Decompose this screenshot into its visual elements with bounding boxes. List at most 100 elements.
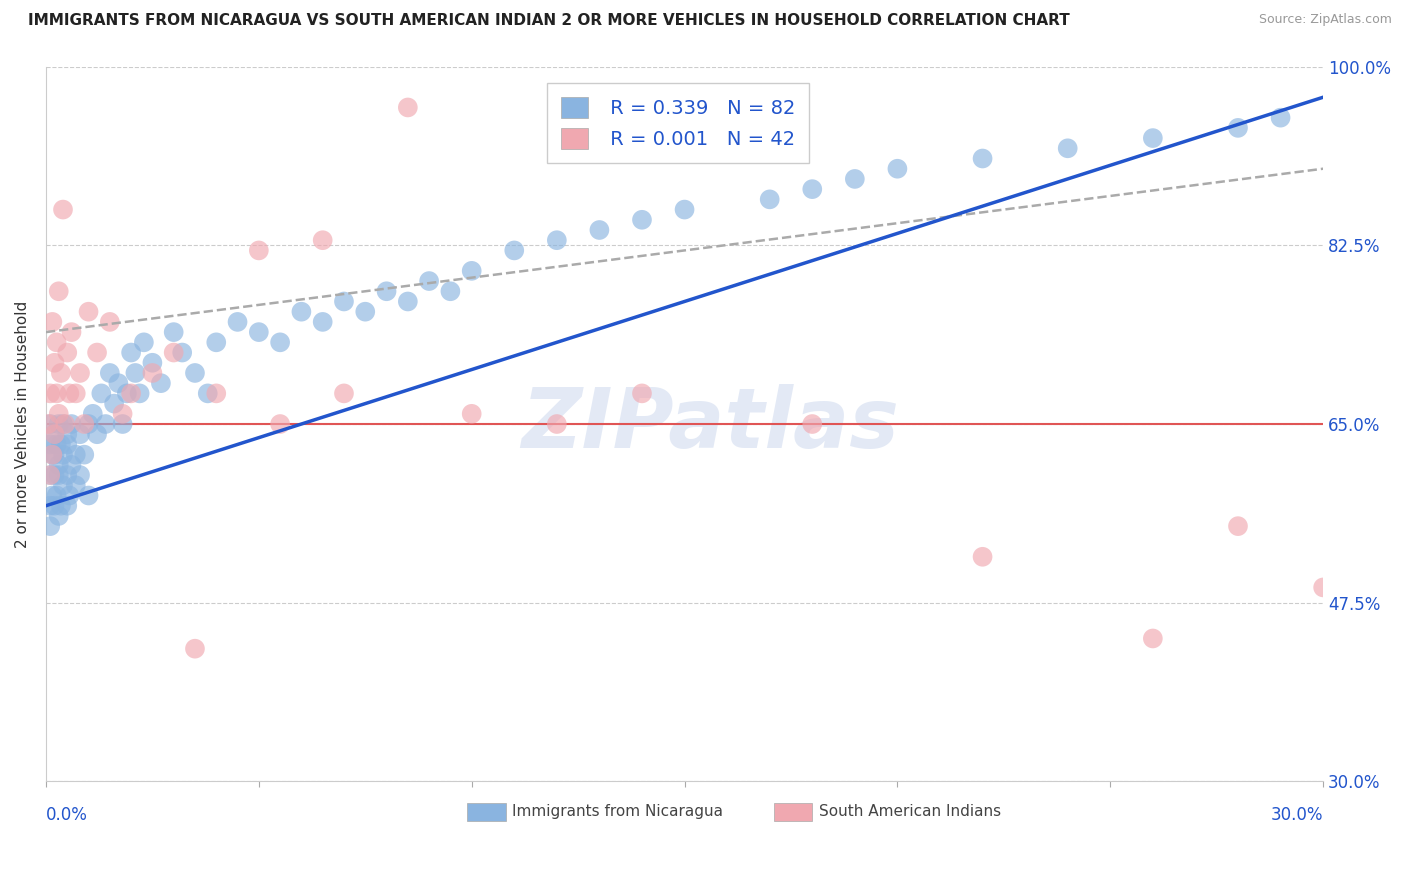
Point <box>115 386 138 401</box>
Point <box>631 386 654 401</box>
Point <box>69 468 91 483</box>
Point <box>375 285 398 299</box>
Point <box>205 335 228 350</box>
Point <box>354 304 377 318</box>
Point <box>39 519 62 533</box>
Point <box>39 468 62 483</box>
Point <box>290 304 312 318</box>
Point <box>41 448 63 462</box>
Point <box>44 427 66 442</box>
Point <box>120 386 142 401</box>
Point <box>184 366 207 380</box>
Point <box>801 417 824 431</box>
Point <box>77 417 100 431</box>
Point <box>86 427 108 442</box>
Point <box>56 427 79 442</box>
Point <box>56 468 79 483</box>
Point <box>65 448 87 462</box>
Point <box>60 325 83 339</box>
Point <box>39 417 62 431</box>
Point <box>312 233 335 247</box>
Point <box>141 356 163 370</box>
Point <box>247 325 270 339</box>
Point <box>48 458 70 472</box>
Legend:  R = 0.339   N = 82,  R = 0.001   N = 42: R = 0.339 N = 82, R = 0.001 N = 42 <box>547 84 808 163</box>
Point <box>1227 120 1250 135</box>
Point <box>184 641 207 656</box>
FancyBboxPatch shape <box>773 803 813 821</box>
Text: Immigrants from Nicaragua: Immigrants from Nicaragua <box>512 804 723 819</box>
Point <box>801 182 824 196</box>
Point <box>673 202 696 217</box>
Point <box>86 345 108 359</box>
Point <box>48 417 70 431</box>
Point <box>49 366 72 380</box>
Point <box>128 386 150 401</box>
Point <box>56 345 79 359</box>
Point <box>49 499 72 513</box>
Point <box>82 407 104 421</box>
Point <box>58 488 80 502</box>
Point <box>503 244 526 258</box>
Point <box>103 396 125 410</box>
Point <box>588 223 610 237</box>
Text: 30.0%: 30.0% <box>1271 806 1323 824</box>
Point <box>44 468 66 483</box>
Point <box>65 386 87 401</box>
Point <box>44 427 66 442</box>
Point <box>149 376 172 391</box>
Point <box>1312 581 1334 595</box>
Point <box>39 468 62 483</box>
Point <box>45 437 67 451</box>
Point <box>546 417 568 431</box>
Point <box>844 172 866 186</box>
Point <box>205 386 228 401</box>
Point <box>631 212 654 227</box>
Point <box>53 417 76 431</box>
Point <box>69 366 91 380</box>
Text: ZIPatlas: ZIPatlas <box>522 384 898 465</box>
Point <box>312 315 335 329</box>
FancyBboxPatch shape <box>467 803 506 821</box>
Point <box>972 152 994 166</box>
Point <box>56 437 79 451</box>
Point <box>60 458 83 472</box>
Point <box>41 315 63 329</box>
Point <box>1142 131 1164 145</box>
Point <box>60 417 83 431</box>
Point <box>141 366 163 380</box>
Point <box>65 478 87 492</box>
Point <box>45 488 67 502</box>
Point <box>73 448 96 462</box>
Point <box>52 417 75 431</box>
Point <box>52 478 75 492</box>
Point <box>44 448 66 462</box>
Point <box>41 488 63 502</box>
Point <box>56 499 79 513</box>
Text: 0.0%: 0.0% <box>46 806 87 824</box>
Point <box>163 345 186 359</box>
Point <box>69 427 91 442</box>
Point <box>886 161 908 176</box>
Point <box>39 386 62 401</box>
Point <box>73 417 96 431</box>
Point <box>1056 141 1078 155</box>
Point <box>758 192 780 206</box>
Point <box>111 407 134 421</box>
Point <box>37 417 59 431</box>
Point <box>132 335 155 350</box>
Point <box>247 244 270 258</box>
Point <box>124 366 146 380</box>
Point <box>111 417 134 431</box>
Point <box>396 100 419 114</box>
Text: Source: ZipAtlas.com: Source: ZipAtlas.com <box>1258 13 1392 27</box>
Point <box>98 366 121 380</box>
Point <box>94 417 117 431</box>
Point <box>107 376 129 391</box>
Point <box>52 202 75 217</box>
Point <box>333 386 356 401</box>
Point <box>77 488 100 502</box>
Point <box>396 294 419 309</box>
Point <box>39 499 62 513</box>
Point <box>45 335 67 350</box>
